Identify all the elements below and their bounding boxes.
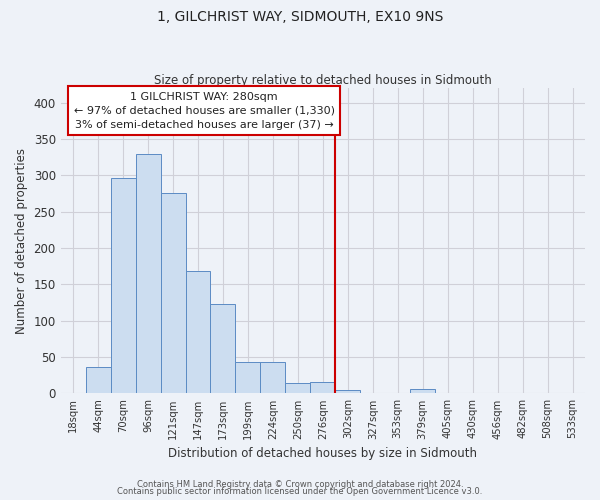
- Text: 1 GILCHRIST WAY: 280sqm
← 97% of detached houses are smaller (1,330)
3% of semi-: 1 GILCHRIST WAY: 280sqm ← 97% of detache…: [74, 92, 335, 130]
- Bar: [286, 382, 310, 394]
- Text: Contains public sector information licensed under the Open Government Licence v3: Contains public sector information licen…: [118, 488, 482, 496]
- Bar: [136, 154, 161, 394]
- Y-axis label: Number of detached properties: Number of detached properties: [15, 148, 28, 334]
- Bar: [410, 389, 435, 394]
- X-axis label: Distribution of detached houses by size in Sidmouth: Distribution of detached houses by size …: [169, 447, 478, 460]
- Bar: [110, 178, 136, 394]
- Bar: [185, 272, 211, 394]
- Bar: [161, 193, 185, 394]
- Bar: [235, 362, 260, 394]
- Bar: [86, 366, 110, 394]
- Text: 1, GILCHRIST WAY, SIDMOUTH, EX10 9NS: 1, GILCHRIST WAY, SIDMOUTH, EX10 9NS: [157, 10, 443, 24]
- Bar: [260, 362, 286, 394]
- Bar: [535, 392, 560, 394]
- Bar: [335, 390, 360, 394]
- Bar: [211, 304, 235, 394]
- Title: Size of property relative to detached houses in Sidmouth: Size of property relative to detached ho…: [154, 74, 492, 87]
- Bar: [310, 382, 335, 394]
- Text: Contains HM Land Registry data © Crown copyright and database right 2024.: Contains HM Land Registry data © Crown c…: [137, 480, 463, 489]
